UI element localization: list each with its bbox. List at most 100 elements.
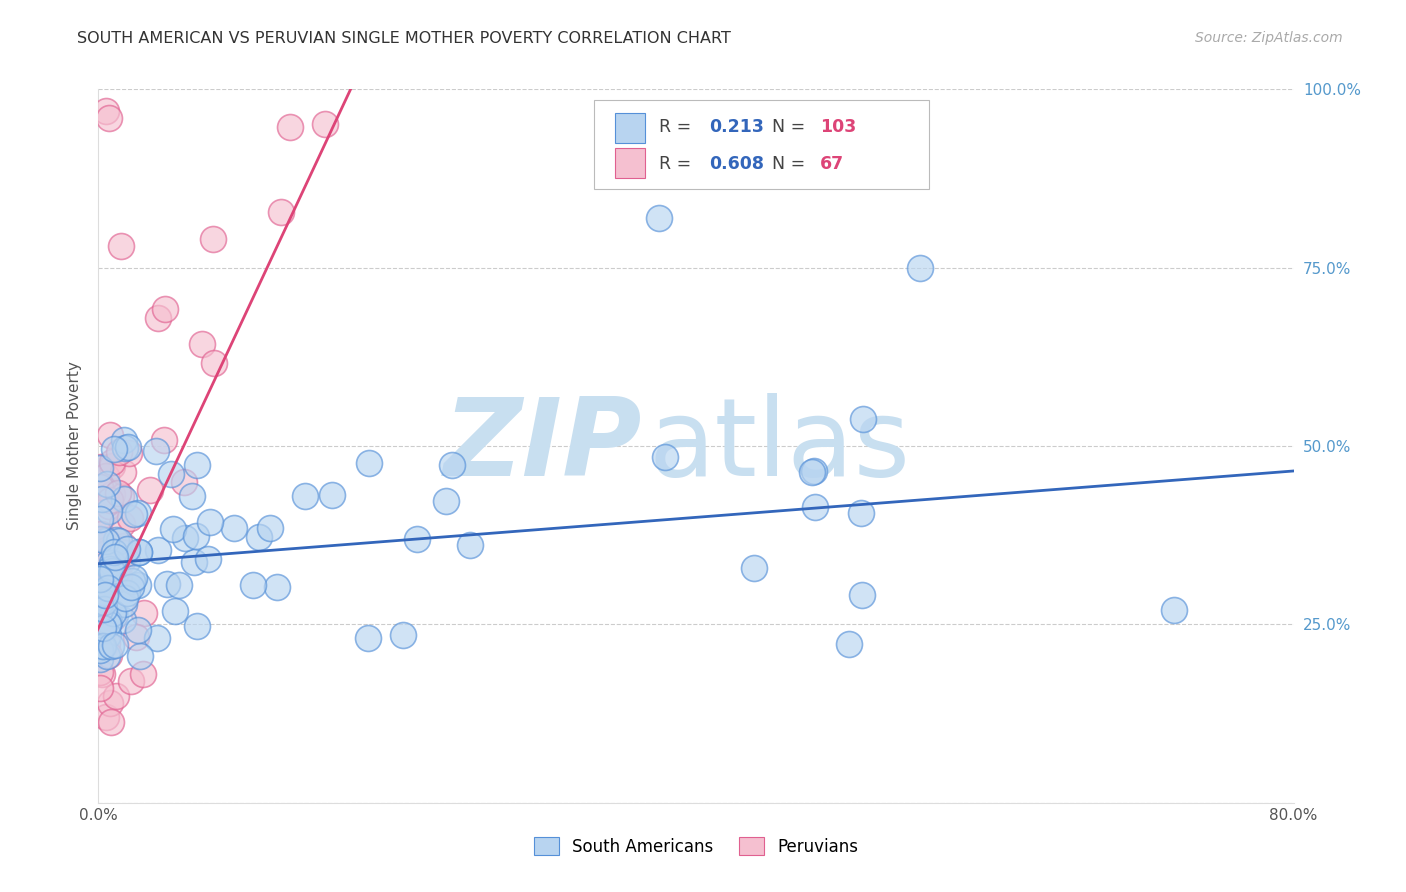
Point [111, 465, 134, 479]
Point [146, 631, 169, 645]
Text: N =: N = [772, 155, 811, 173]
Text: 67: 67 [820, 155, 845, 173]
Point [96, 476, 118, 491]
Point [115, 585, 138, 599]
Point [94, 710, 117, 724]
Point [89, 665, 111, 680]
Point [89, 461, 111, 475]
Point [110, 489, 132, 503]
Point [100, 568, 122, 582]
Text: 0.213: 0.213 [709, 118, 763, 136]
Point [112, 491, 135, 506]
Point [103, 545, 125, 559]
Point [174, 531, 197, 545]
Point [139, 483, 162, 497]
Point [97, 628, 120, 642]
Point [128, 545, 150, 559]
Point [107, 568, 129, 582]
Point [94, 469, 117, 483]
Point [111, 516, 134, 531]
Point [800, 465, 823, 479]
Point [114, 591, 136, 605]
Point [97, 504, 120, 518]
Point [120, 674, 142, 689]
Point [134, 606, 156, 620]
Point [148, 310, 170, 325]
Point [100, 567, 122, 582]
Point [91, 591, 114, 605]
Point [89, 533, 111, 548]
Point [120, 580, 142, 594]
Point [440, 458, 463, 472]
Point [186, 458, 208, 473]
Point [314, 117, 336, 131]
Point [114, 441, 136, 455]
Point [91, 667, 114, 681]
Point [89, 582, 111, 597]
Point [101, 556, 124, 570]
Point [94, 548, 117, 562]
Point [89, 681, 111, 695]
Point [247, 531, 270, 545]
Point [97, 499, 120, 513]
Point [89, 652, 111, 666]
Point [94, 545, 117, 559]
Point [107, 486, 129, 500]
Point [91, 583, 114, 598]
Point [167, 578, 190, 592]
Point [97, 557, 120, 571]
Text: SOUTH AMERICAN VS PERUVIAN SINGLE MOTHER POVERTY CORRELATION CHART: SOUTH AMERICAN VS PERUVIAN SINGLE MOTHER… [77, 31, 731, 46]
Point [198, 515, 221, 529]
Point [186, 529, 208, 543]
Point [93, 555, 115, 569]
Point [132, 667, 155, 681]
Point [183, 555, 205, 569]
Point [222, 521, 245, 535]
Point [108, 445, 131, 459]
Text: N =: N = [772, 118, 811, 136]
Point [101, 487, 124, 501]
Text: 0.608: 0.608 [709, 155, 763, 173]
Point [98, 562, 121, 576]
Point [93, 602, 115, 616]
Point [460, 538, 482, 552]
Text: ZIP: ZIP [444, 393, 643, 499]
Point [91, 640, 114, 654]
Point [110, 239, 132, 253]
Text: Source: ZipAtlas.com: Source: ZipAtlas.com [1195, 31, 1343, 45]
Point [101, 458, 124, 473]
FancyBboxPatch shape [595, 100, 929, 189]
Point [94, 533, 117, 548]
Point [122, 571, 145, 585]
Point [108, 543, 131, 558]
Point [104, 533, 127, 547]
Point [1163, 603, 1185, 617]
Point [100, 576, 122, 591]
Point [101, 606, 124, 620]
Point [89, 643, 111, 657]
Point [104, 607, 127, 622]
Text: R =: R = [659, 118, 696, 136]
Point [146, 543, 169, 558]
Point [128, 649, 150, 664]
Point [127, 507, 149, 521]
Point [266, 580, 288, 594]
Point [98, 427, 121, 442]
Point [165, 604, 187, 618]
Point [96, 649, 118, 664]
Point [104, 638, 127, 652]
Point [94, 550, 117, 565]
Point [91, 640, 114, 655]
Point [94, 103, 117, 118]
Point [91, 586, 114, 600]
Point [294, 489, 316, 503]
Point [197, 552, 219, 566]
Point [89, 511, 111, 525]
Point [128, 544, 150, 558]
Point [202, 231, 225, 245]
Point [96, 545, 118, 559]
Point [851, 588, 873, 602]
Point [111, 553, 134, 567]
Point [278, 120, 301, 134]
Point [145, 444, 167, 458]
